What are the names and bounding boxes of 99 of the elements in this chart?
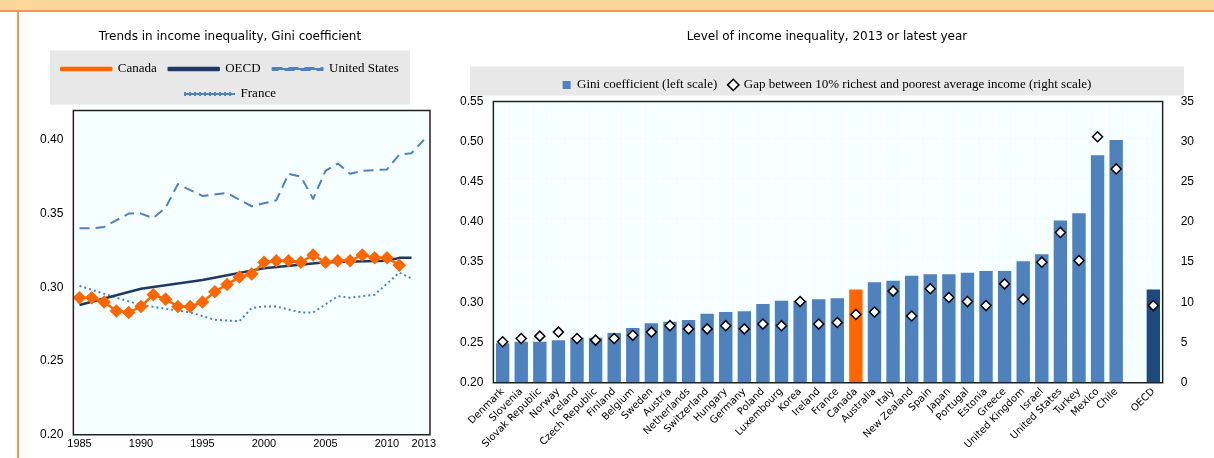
x-tick-label: 2010 xyxy=(374,437,400,450)
legend-label: Gini coefficient (left scale) xyxy=(577,76,718,92)
point xyxy=(589,334,602,346)
point xyxy=(306,248,320,262)
point xyxy=(233,270,246,284)
point xyxy=(887,285,899,297)
point xyxy=(356,248,369,262)
point xyxy=(1054,226,1067,239)
point xyxy=(393,258,406,272)
point xyxy=(159,292,172,306)
point xyxy=(282,254,295,268)
y-tick-label: 0.45 xyxy=(460,174,484,189)
point xyxy=(270,254,283,268)
point xyxy=(196,295,209,309)
point xyxy=(701,323,713,335)
y-tick-label: 0.40 xyxy=(40,132,64,147)
point xyxy=(496,336,509,348)
legend-label: United States xyxy=(329,60,399,76)
point xyxy=(380,251,394,265)
legend-label: OECD xyxy=(225,60,261,76)
y-tick-label: 0.50 xyxy=(460,133,484,148)
point xyxy=(319,256,332,269)
point xyxy=(134,300,148,313)
point xyxy=(831,316,844,329)
point xyxy=(245,267,258,281)
x-tick-label: 1985 xyxy=(67,437,92,450)
point xyxy=(738,323,751,335)
x-tick-label: 2013 xyxy=(411,437,437,450)
legend-label: France xyxy=(240,85,277,101)
point xyxy=(1073,254,1085,267)
point xyxy=(682,323,695,335)
point xyxy=(515,332,527,345)
point xyxy=(368,251,381,265)
point xyxy=(122,306,135,319)
y2-tick-label: 15 xyxy=(1180,254,1195,269)
y2-tick-label: 35 xyxy=(1180,93,1195,108)
point xyxy=(97,295,111,309)
point xyxy=(331,254,345,268)
point xyxy=(627,329,639,342)
point xyxy=(998,278,1011,290)
line-series xyxy=(78,138,425,230)
point xyxy=(794,295,806,308)
point xyxy=(980,299,992,312)
point xyxy=(608,332,620,345)
point xyxy=(961,295,974,308)
point xyxy=(645,326,658,338)
y-tick-label: 0.25 xyxy=(460,334,484,349)
legend-label: Canada xyxy=(117,60,157,76)
y-tick-label: 0.55 xyxy=(460,93,484,108)
point xyxy=(552,326,565,338)
point xyxy=(85,291,99,304)
point xyxy=(208,285,222,299)
y-tick-label: 0.30 xyxy=(460,294,484,309)
y2-tick-label: 10 xyxy=(1180,294,1195,309)
y2-tick-label: 5 xyxy=(1180,334,1188,349)
x-tick-label: 2000 xyxy=(251,437,277,450)
point xyxy=(720,319,732,332)
point xyxy=(147,288,160,301)
point xyxy=(757,318,769,330)
point xyxy=(73,291,86,304)
point xyxy=(1091,131,1104,143)
y2-tick-label: 25 xyxy=(1180,174,1195,189)
point xyxy=(850,308,862,321)
point xyxy=(812,318,825,330)
y-tick-label: 0.30 xyxy=(40,279,64,294)
y-tick-label: 0.20 xyxy=(40,427,64,442)
point xyxy=(943,291,955,304)
point xyxy=(924,282,937,295)
point xyxy=(868,306,881,318)
y-tick-label: 0.35 xyxy=(460,254,484,269)
y-tick-label: 0.20 xyxy=(460,375,484,390)
x-tick-label: 1995 xyxy=(190,437,215,450)
point xyxy=(343,254,357,268)
chart-title: Trends in income inequality, Gini coefficient xyxy=(97,29,362,44)
point xyxy=(110,304,123,318)
point xyxy=(775,319,788,332)
y-tick-label: 0.40 xyxy=(460,214,484,229)
y2-tick-label: 0 xyxy=(1180,375,1188,390)
x-tick-label: 1990 xyxy=(128,437,154,450)
point xyxy=(171,300,185,313)
y2-tick-label: 30 xyxy=(1180,133,1195,148)
y-tick-label: 0.25 xyxy=(40,353,64,368)
legend-label: Gap between 10% richest and poorest average income (right scale) xyxy=(743,76,1092,92)
y2-tick-label: 20 xyxy=(1180,214,1195,229)
point xyxy=(1036,256,1048,268)
point xyxy=(534,330,546,342)
point xyxy=(257,256,271,269)
point xyxy=(183,300,197,313)
point xyxy=(905,310,918,322)
point xyxy=(571,332,583,345)
point xyxy=(1017,293,1029,305)
x-tick-label: 2005 xyxy=(313,437,338,450)
chart-title: Level of income inequality, 2013 or latest year xyxy=(686,29,968,44)
point xyxy=(220,278,234,291)
point xyxy=(1110,163,1122,175)
y-tick-label: 0.35 xyxy=(40,205,64,220)
point xyxy=(1147,299,1160,312)
point xyxy=(294,256,308,269)
point xyxy=(664,319,676,332)
